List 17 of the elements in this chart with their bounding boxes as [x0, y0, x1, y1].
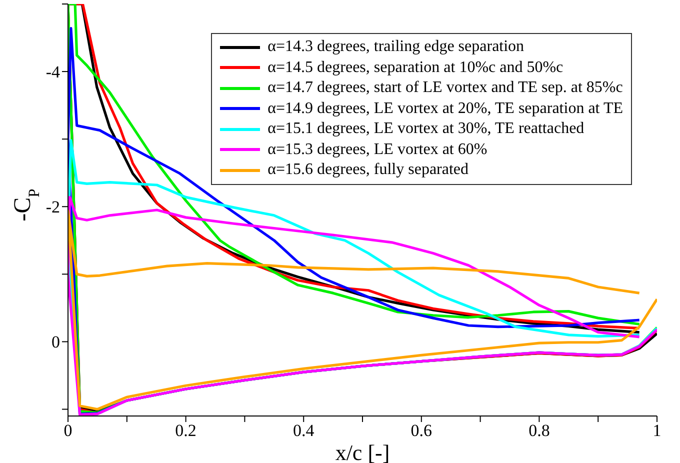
x-tick-label: 0.2	[175, 421, 196, 440]
legend-label: α=15.6 degrees, fully separated	[268, 160, 469, 180]
legend-label: α=14.7 degrees, start of LE vortex and TE sep. at 85%c	[268, 78, 623, 98]
x-tick-label: 0.8	[528, 421, 550, 440]
legend-label: α=14.9 degrees, LE vortex at 20%, TE separation at TE	[268, 98, 623, 118]
y-tick-label: -2	[46, 198, 60, 217]
x-axis-title: x/c [-]	[335, 440, 390, 463]
legend-label: α=15.1 degrees, LE vortex at 30%, TE reattached	[268, 119, 584, 139]
x-tick-label: 0	[64, 421, 72, 440]
legend-label: α=14.5 degrees, separation at 10%c and 50%c	[268, 58, 564, 78]
y-tick-label: -4	[46, 62, 60, 82]
legend-label: α=14.3 degrees, trailing edge separation	[268, 37, 524, 57]
y-tick-label: 0	[52, 332, 60, 352]
legend-label: α=15.3 degrees, LE vortex at 60%	[268, 140, 488, 160]
x-tick-label: 0.4	[292, 421, 315, 440]
x-tick-label: 0.6	[410, 421, 432, 440]
x-tick-label: 1	[652, 421, 662, 440]
